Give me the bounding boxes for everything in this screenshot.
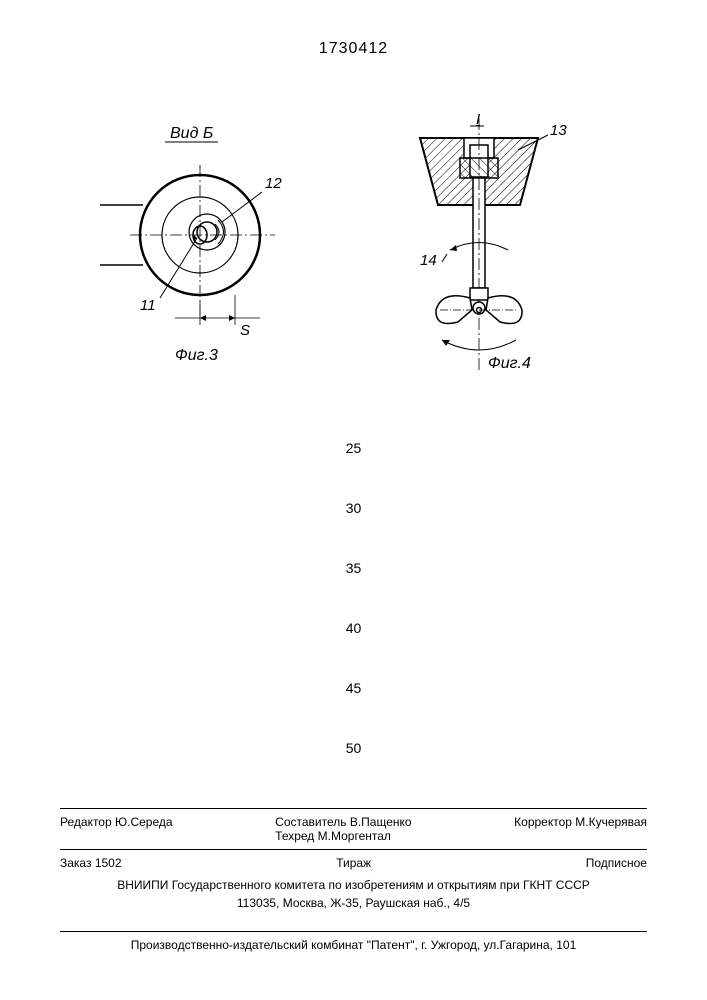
- svg-text:11: 11: [140, 297, 156, 314]
- corrector-label: Корректор: [514, 815, 572, 829]
- techred-label: Техред: [275, 829, 314, 843]
- svg-text:13: 13: [550, 122, 567, 139]
- compiler-name: В.Пащенко: [350, 815, 412, 829]
- line-number: 45: [0, 680, 707, 696]
- patent-number: 1730412: [0, 40, 707, 58]
- figure-4: I 13 1: [380, 110, 580, 410]
- figures-area: Вид Б 12 11: [100, 120, 600, 400]
- line-number: 40: [0, 620, 707, 636]
- compiler-techred: Составитель В.Пащенко Техред М.Моргентал: [275, 815, 411, 843]
- footer-block: Редактор Ю.Середа Составитель В.Пащенко …: [60, 806, 647, 910]
- line-number: 50: [0, 740, 707, 756]
- order-number: 1502: [95, 856, 122, 870]
- patent-page: 1730412 Вид Б 12: [0, 0, 707, 1000]
- divider: [60, 808, 647, 809]
- subscription: Подписное: [586, 856, 647, 870]
- credits-row-2: Заказ 1502 Тираж Подписное: [60, 852, 647, 874]
- line-number: 25: [0, 440, 707, 456]
- organization-line2: 113035, Москва, Ж-35, Раушская наб., 4/5: [60, 896, 647, 910]
- divider: [60, 849, 647, 850]
- figure-3: Вид Б 12 11: [100, 120, 330, 390]
- line-number: 30: [0, 500, 707, 516]
- credits-row-1: Редактор Ю.Середа Составитель В.Пащенко …: [60, 811, 647, 847]
- techred-name: М.Моргентал: [318, 829, 391, 843]
- svg-text:14: 14: [420, 252, 437, 269]
- editor-name: Ю.Середа: [115, 815, 173, 829]
- organization-line1: ВНИИПИ Государственного комитета по изоб…: [60, 878, 647, 892]
- editor-label: Редактор: [60, 815, 112, 829]
- svg-text:Фиг.4: Фиг.4: [488, 355, 531, 372]
- line-number: 35: [0, 560, 707, 576]
- svg-text:12: 12: [265, 175, 282, 192]
- corrector: Корректор М.Кучерявая: [514, 815, 647, 843]
- corrector-name: М.Кучерявая: [575, 815, 647, 829]
- svg-text:I: I: [476, 111, 480, 128]
- order-label: Заказ: [60, 856, 91, 870]
- svg-text:S: S: [240, 322, 250, 339]
- editor: Редактор Ю.Середа: [60, 815, 173, 843]
- svg-text:Фиг.3: Фиг.3: [175, 347, 218, 364]
- svg-text:Вид Б: Вид Б: [170, 125, 213, 142]
- compiler-label: Составитель: [275, 815, 346, 829]
- tirage: Тираж: [336, 856, 371, 870]
- publisher-line: Производственно-издательский комбинат "П…: [60, 931, 647, 952]
- order: Заказ 1502: [60, 856, 122, 870]
